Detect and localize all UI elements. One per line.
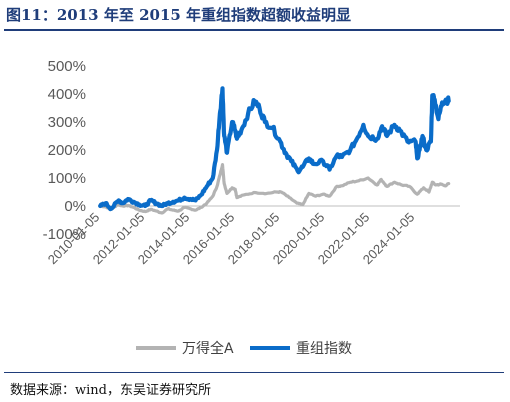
y-tick-label: 400% — [48, 86, 86, 103]
title-rule — [4, 29, 504, 31]
series-line-restructuring-index — [98, 86, 451, 212]
line-chart: -100% 0% 100% 200% 300% 400% 500% 2010-01-0520… — [43, 58, 460, 357]
y-tick-label: -100% — [43, 226, 86, 243]
legend-label-restructuring-index: 重组指数 — [296, 341, 352, 357]
figure-title: 图11：2013 年至 2015 年重组指数超额收益明显 — [6, 6, 352, 24]
y-tick-label: 100% — [48, 170, 86, 187]
y-tick-label: 300% — [48, 114, 86, 131]
legend-label-wande-all-a: 万得全A — [182, 340, 234, 357]
x-axis-ticks: 2010-01-052012-01-052014-01-052016-01-05… — [45, 210, 418, 268]
data-source-note: 数据来源：wind，东吴证券研究所 — [10, 383, 211, 398]
series-line-wande-all-a — [98, 163, 451, 215]
legend: 万得全A 重组指数 — [136, 340, 352, 357]
y-tick-label: 200% — [48, 142, 86, 159]
y-axis-ticks: -100% 0% 100% 200% 300% 400% 500% — [43, 58, 86, 243]
footer-rule — [4, 372, 504, 373]
y-tick-label: 500% — [48, 58, 86, 75]
series-layer — [98, 86, 451, 215]
y-tick-label: 0% — [64, 198, 86, 215]
